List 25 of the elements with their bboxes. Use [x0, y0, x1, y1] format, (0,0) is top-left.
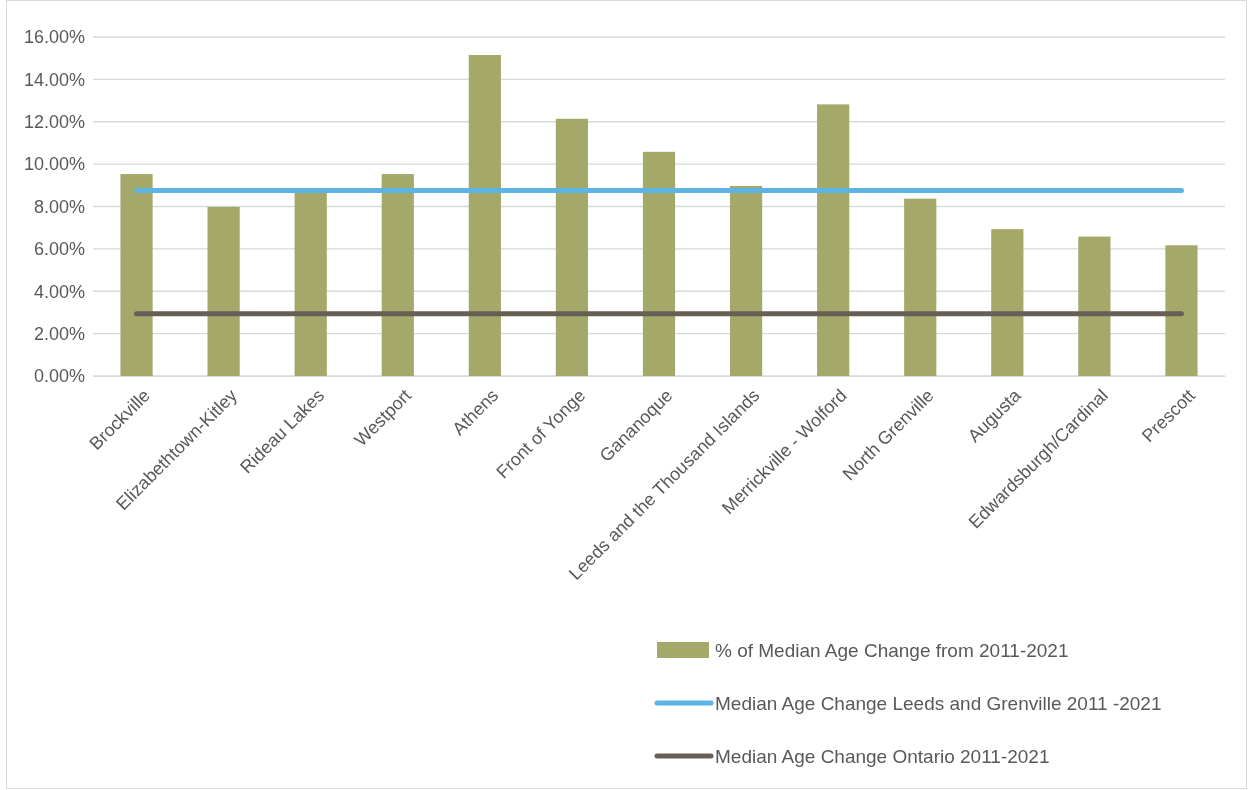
bar [1078, 236, 1111, 376]
y-tick-label: 12.00% [23, 112, 85, 133]
bar [642, 151, 676, 376]
y-tick-label: 14.00% [23, 69, 85, 90]
legend-label: Median Age Change Leeds and Grenville 2011 -2021 [715, 692, 1162, 714]
y-tick-label: 0.00% [33, 366, 85, 387]
bar [555, 118, 589, 376]
y-tick-label: 4.00% [33, 281, 85, 302]
bar [991, 229, 1024, 376]
bar [729, 185, 763, 376]
y-tick-label: 2.00% [33, 323, 85, 344]
y-tick-label: 8.00% [33, 196, 85, 217]
bar [904, 198, 937, 376]
bar [120, 174, 153, 376]
y-tick-label: 16.00% [23, 27, 85, 48]
bar [1165, 245, 1198, 376]
legend-label: % of Median Age Change from 2011-2021 [715, 639, 1069, 661]
bar [207, 206, 240, 376]
bar [381, 174, 414, 376]
bar [468, 55, 501, 376]
bar [817, 104, 850, 376]
legend-label: Median Age Change Ontario 2011-2021 [715, 745, 1050, 767]
bar [294, 190, 327, 376]
y-tick-label: 10.00% [23, 154, 85, 175]
y-tick-label: 6.00% [33, 239, 85, 260]
